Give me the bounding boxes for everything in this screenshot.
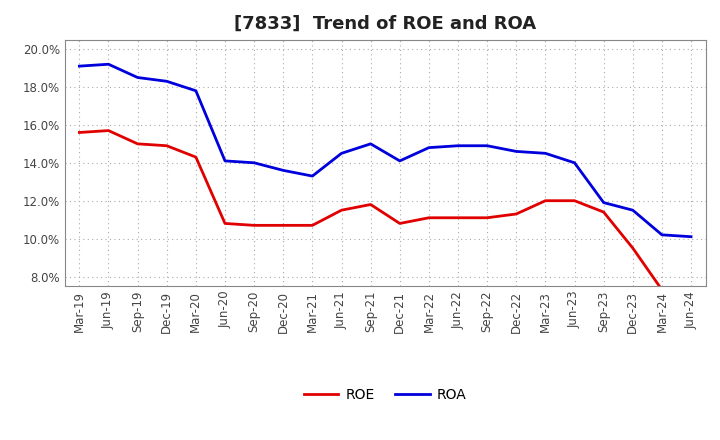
ROA — [483, 143, 492, 148]
ROE — [454, 215, 462, 220]
ROA — [104, 62, 113, 67]
ROA — [395, 158, 404, 164]
ROA — [425, 145, 433, 150]
Legend: ROE, ROA: ROE, ROA — [298, 382, 472, 407]
Line: ROE: ROE — [79, 131, 662, 290]
ROE — [599, 209, 608, 215]
ROA — [512, 149, 521, 154]
ROE — [192, 154, 200, 160]
ROE — [133, 141, 142, 147]
ROA — [687, 234, 696, 239]
ROE — [337, 208, 346, 213]
ROA — [163, 79, 171, 84]
ROE — [163, 143, 171, 148]
ROA — [454, 143, 462, 148]
ROE — [250, 223, 258, 228]
Line: ROA: ROA — [79, 64, 691, 237]
ROA — [366, 141, 375, 147]
ROA — [337, 150, 346, 156]
ROA — [220, 158, 229, 164]
ROA — [279, 168, 287, 173]
ROA — [629, 208, 637, 213]
ROE — [308, 223, 317, 228]
ROE — [279, 223, 287, 228]
ROE — [220, 221, 229, 226]
ROE — [425, 215, 433, 220]
ROA — [657, 232, 666, 238]
ROE — [657, 287, 666, 293]
ROA — [250, 160, 258, 165]
ROE — [512, 211, 521, 216]
ROA — [570, 160, 579, 165]
Title: [7833]  Trend of ROE and ROA: [7833] Trend of ROE and ROA — [234, 15, 536, 33]
ROE — [75, 130, 84, 135]
ROA — [599, 200, 608, 205]
ROE — [483, 215, 492, 220]
ROA — [133, 75, 142, 80]
ROE — [366, 202, 375, 207]
ROA — [541, 150, 550, 156]
ROE — [629, 246, 637, 251]
ROE — [395, 221, 404, 226]
ROA — [192, 88, 200, 93]
ROE — [570, 198, 579, 203]
ROA — [75, 63, 84, 69]
ROE — [541, 198, 550, 203]
ROA — [308, 173, 317, 179]
ROE — [104, 128, 113, 133]
